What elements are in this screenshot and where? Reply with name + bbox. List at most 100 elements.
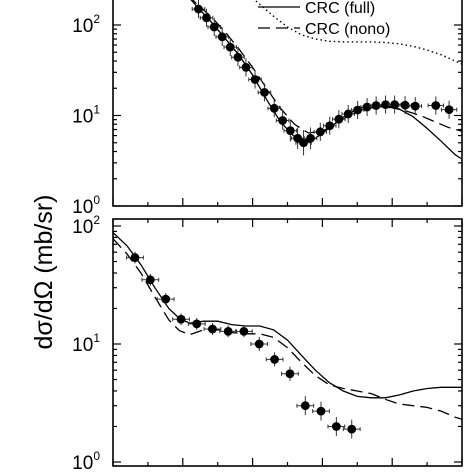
panel-frame-1 xyxy=(112,0,463,207)
y-tick-label-exponent: 0 xyxy=(93,449,100,463)
data-marker xyxy=(260,87,269,97)
y-tick-label-exponent: 2 xyxy=(93,12,100,26)
data-point xyxy=(234,325,253,338)
data-marker xyxy=(208,324,217,334)
data-point xyxy=(327,417,346,436)
data-marker xyxy=(390,100,400,109)
data-point xyxy=(172,313,190,326)
data-marker xyxy=(145,275,155,285)
curve-solid-panel-2 xyxy=(113,232,462,399)
legend-label: CRC (full) xyxy=(305,0,375,17)
y-tick-label-exponent: 2 xyxy=(93,213,100,227)
data-marker xyxy=(334,114,344,124)
curve-dashed-panel-2 xyxy=(113,238,462,420)
data-marker xyxy=(299,138,308,148)
data-point xyxy=(332,110,346,129)
legend: CRC (full) CRC (nono) xyxy=(258,0,390,38)
data-point xyxy=(369,96,383,115)
data-point xyxy=(275,111,290,130)
y-axis-label: dσ/dΩ (mb/sr) xyxy=(30,195,58,350)
data-point xyxy=(203,323,222,335)
data-marker xyxy=(250,75,260,84)
y-tick-label: 101 xyxy=(72,103,100,128)
curve-dotted-panel-1 xyxy=(253,0,462,65)
data-marker xyxy=(278,116,288,125)
data-marker xyxy=(285,369,295,379)
y-tick-label: 100 xyxy=(72,193,100,218)
data-point xyxy=(156,293,175,306)
data-marker xyxy=(130,253,140,262)
data-marker xyxy=(241,63,251,72)
data-marker xyxy=(381,100,390,109)
data-point xyxy=(199,8,214,27)
data-point xyxy=(350,100,365,120)
data-point xyxy=(265,352,284,367)
data-point xyxy=(257,83,272,102)
panel-frame-2 xyxy=(112,218,463,467)
data-point xyxy=(126,251,144,264)
data-marker xyxy=(202,13,211,23)
y-tick-label-base: 10 xyxy=(72,107,93,128)
data-point xyxy=(191,0,206,19)
data-marker xyxy=(176,314,186,324)
data-point xyxy=(408,97,423,116)
y-tick-label-base: 10 xyxy=(72,453,93,474)
data-point xyxy=(322,116,337,135)
y-tick-label: 101 xyxy=(72,331,100,356)
data-point xyxy=(187,318,206,330)
data-point xyxy=(248,70,262,89)
data-marker xyxy=(316,406,326,416)
data-marker xyxy=(362,102,372,112)
data-marker xyxy=(223,326,233,336)
y-tick-label-base: 10 xyxy=(72,217,93,238)
data-marker xyxy=(225,42,235,52)
y-tick-label: 102 xyxy=(72,12,100,37)
data-marker xyxy=(400,100,410,110)
data-marker xyxy=(431,101,441,110)
data-point xyxy=(141,273,160,286)
data-points-layer xyxy=(126,0,458,439)
data-marker xyxy=(343,109,353,119)
curves-layer xyxy=(113,0,462,420)
data-marker xyxy=(233,52,243,62)
y-tick-label-exponent: 0 xyxy=(93,193,100,207)
data-marker xyxy=(371,101,381,110)
data-point xyxy=(231,48,245,67)
data-marker xyxy=(269,103,279,113)
y-tick-label-base: 10 xyxy=(72,197,93,218)
data-marker xyxy=(254,339,264,349)
data-point xyxy=(341,104,356,124)
data-point xyxy=(283,119,298,142)
data-marker xyxy=(444,105,454,115)
data-marker xyxy=(325,121,335,131)
data-point xyxy=(219,325,238,338)
data-point xyxy=(250,336,269,352)
data-point xyxy=(427,96,445,115)
data-point xyxy=(296,396,315,416)
y-tick-label-exponent: 1 xyxy=(93,103,100,117)
data-marker xyxy=(347,424,357,434)
y-tick-label-exponent: 1 xyxy=(93,331,100,345)
data-point xyxy=(267,99,282,118)
data-marker xyxy=(239,326,249,336)
data-point xyxy=(440,100,458,119)
data-marker xyxy=(306,133,315,143)
data-marker xyxy=(285,126,295,136)
y-tick-label: 102 xyxy=(72,213,100,238)
data-marker xyxy=(331,422,341,431)
data-point xyxy=(312,401,330,421)
data-point xyxy=(223,38,238,57)
legend-item-solid: CRC (full) xyxy=(258,0,375,17)
data-point xyxy=(313,122,328,141)
data-point xyxy=(360,97,374,117)
data-marker xyxy=(209,22,219,32)
data-point xyxy=(239,58,253,77)
data-point xyxy=(295,130,312,156)
data-marker xyxy=(217,32,227,42)
data-point xyxy=(281,366,299,381)
data-point xyxy=(398,96,412,115)
legend-label: CRC (nono) xyxy=(305,21,390,38)
y-tick-label: 100 xyxy=(72,449,100,474)
